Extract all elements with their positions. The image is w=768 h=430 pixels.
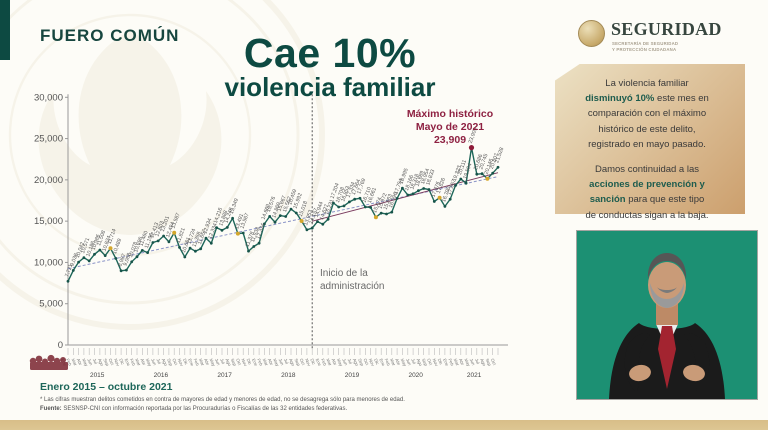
svg-text:10,000: 10,000 bbox=[34, 257, 63, 268]
svg-text:30,000: 30,000 bbox=[34, 92, 63, 103]
svg-text:2020: 2020 bbox=[408, 372, 423, 379]
svg-text:2021: 2021 bbox=[467, 372, 482, 379]
svg-text:2019: 2019 bbox=[345, 372, 360, 379]
svg-text:15,000: 15,000 bbox=[34, 216, 63, 227]
svg-text:5,000: 5,000 bbox=[39, 299, 63, 310]
svg-text:0: 0 bbox=[58, 340, 63, 351]
svg-text:2017: 2017 bbox=[217, 372, 232, 379]
svg-text:Oct: Oct bbox=[490, 358, 498, 367]
svg-text:15,349: 15,349 bbox=[229, 198, 240, 215]
svg-text:21,528: 21,528 bbox=[494, 147, 505, 164]
svg-text:2018: 2018 bbox=[281, 372, 296, 379]
svg-text:2015: 2015 bbox=[90, 372, 105, 379]
svg-text:2016: 2016 bbox=[154, 372, 169, 379]
svg-text:20,000: 20,000 bbox=[34, 175, 63, 186]
svg-text:25,000: 25,000 bbox=[34, 134, 63, 145]
svg-text:12,334: 12,334 bbox=[255, 223, 266, 240]
svg-text:13,587: 13,587 bbox=[170, 212, 181, 229]
svg-text:15,231: 15,231 bbox=[324, 199, 335, 216]
